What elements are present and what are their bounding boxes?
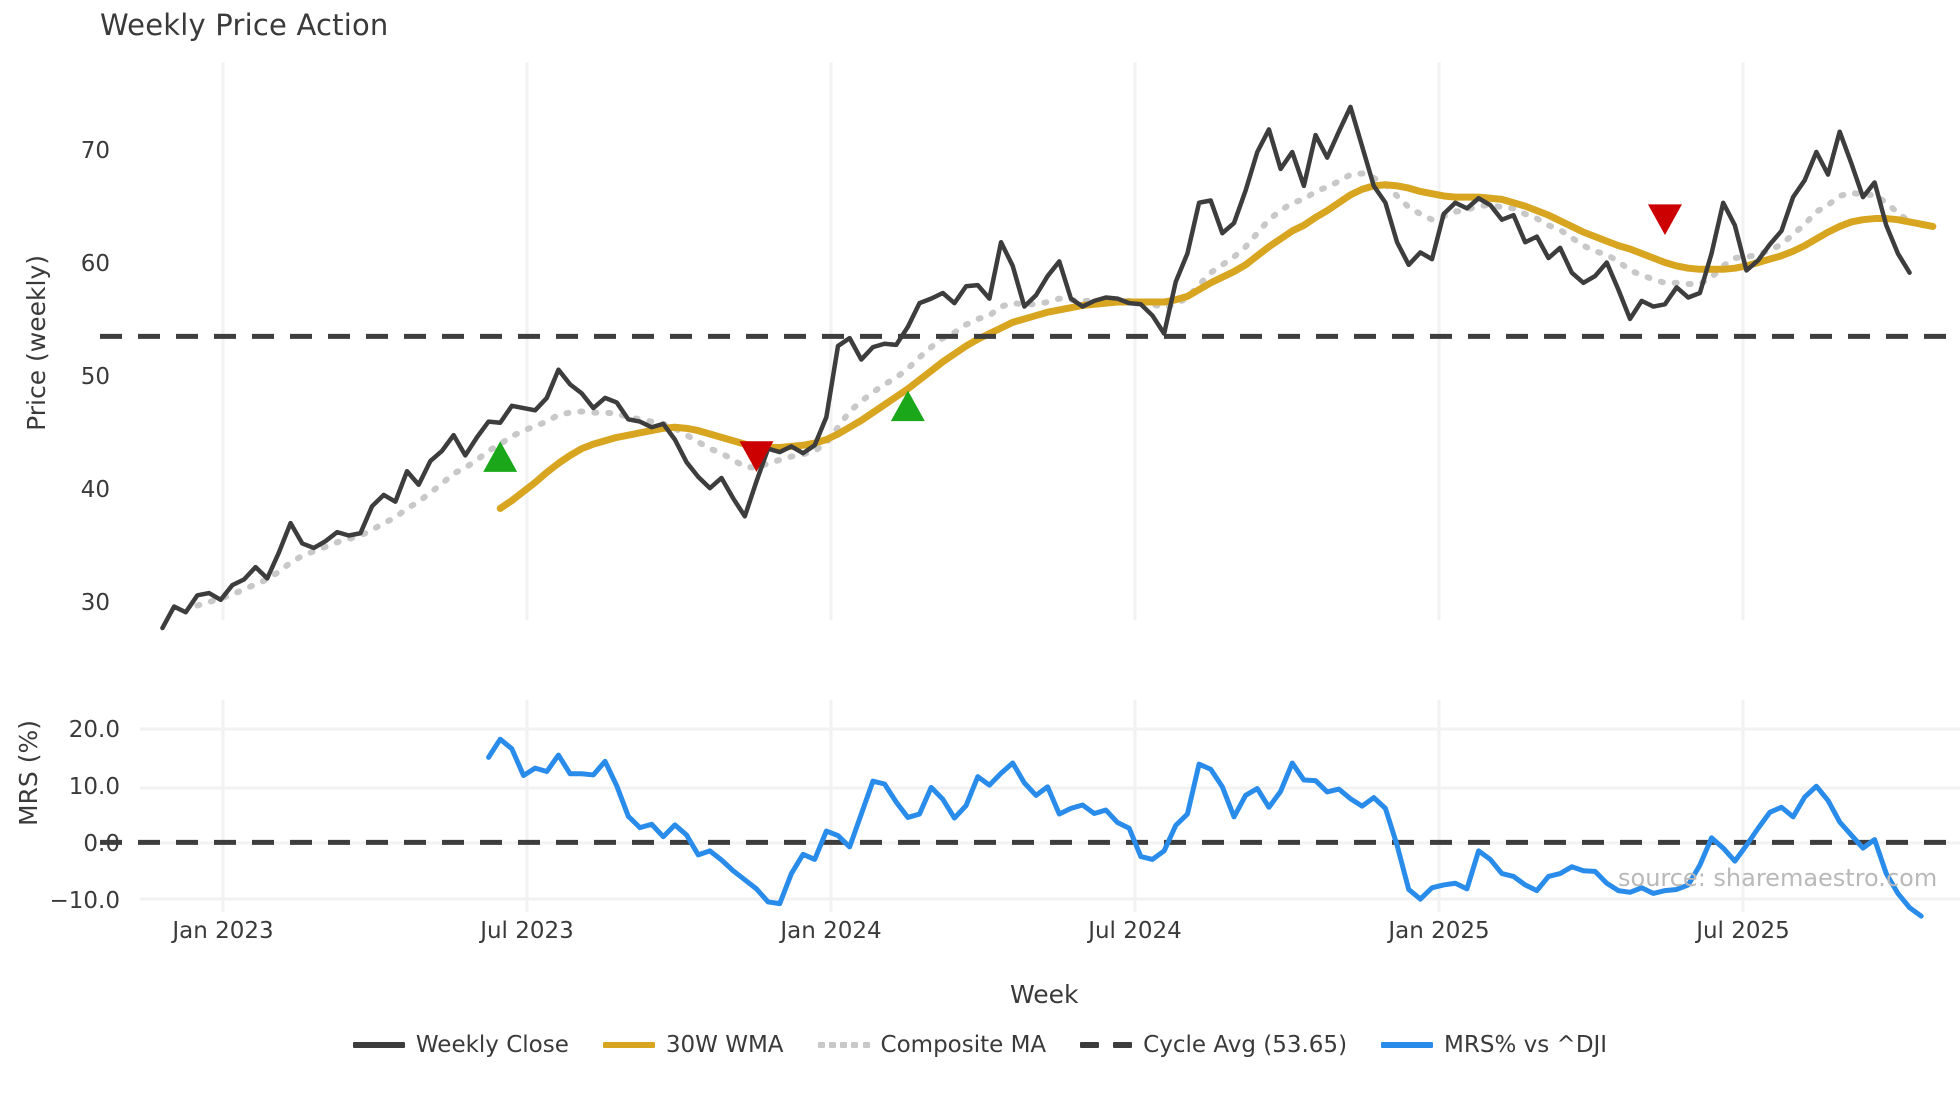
legend-label-cycle-avg: Cycle Avg (53.65) — [1143, 1032, 1348, 1058]
price-ytick-40: 40 — [80, 477, 110, 503]
xtick-jan-2024: Jan 2024 — [780, 918, 882, 944]
gridlines — [140, 62, 1960, 912]
xtick-jan-2025: Jan 2025 — [1388, 918, 1490, 944]
chart-legend: Weekly Close 30W WMA Composite MA Cycle … — [0, 1032, 1960, 1058]
legend-label-composite-ma: Composite MA — [880, 1032, 1047, 1058]
price-ytick-30: 30 — [80, 590, 110, 616]
source-watermark: source: sharemaestro.com — [1618, 864, 1938, 892]
xtick-jul-2024: Jul 2024 — [1088, 918, 1182, 944]
xtick-jul-2023: Jul 2023 — [480, 918, 574, 944]
legend-swatch-cycle-avg — [1080, 1042, 1133, 1048]
legend-label-30w-wma: 30W WMA — [665, 1032, 784, 1058]
legend-item-cycle-avg[interactable]: Cycle Avg (53.65) — [1080, 1032, 1347, 1058]
signal-markers — [483, 204, 1682, 472]
legend-swatch-composite-ma — [817, 1042, 870, 1048]
mrs-ytick-neg10: −10.0 — [49, 888, 120, 914]
mrs-ytick-10: 10.0 — [68, 774, 120, 800]
legend-swatch-mrs — [1381, 1042, 1434, 1048]
legend-item-composite-ma[interactable]: Composite MA — [817, 1032, 1047, 1058]
mrs-ytick-20: 20.0 — [68, 717, 120, 743]
chart-title: Weekly Price Action — [100, 8, 389, 42]
legend-swatch-30w-wma — [602, 1042, 655, 1048]
legend-item-30w-wma[interactable]: 30W WMA — [602, 1032, 784, 1058]
xtick-jul-2025: Jul 2025 — [1696, 918, 1790, 944]
legend-item-mrs[interactable]: MRS% vs ^DJI — [1381, 1032, 1607, 1058]
price-ytick-50: 50 — [80, 364, 110, 390]
legend-swatch-weekly-close — [352, 1042, 405, 1048]
x-axis-label: Week — [1010, 980, 1079, 1009]
mrs-panel-lines — [100, 736, 1960, 919]
legend-item-weekly-close[interactable]: Weekly Close — [352, 1032, 569, 1058]
price-ytick-60: 60 — [80, 251, 110, 277]
price-ytick-70: 70 — [80, 138, 110, 164]
legend-label-mrs: MRS% vs ^DJI — [1444, 1032, 1608, 1058]
price-panel-lines — [100, 104, 1960, 631]
xtick-jan-2023: Jan 2023 — [172, 918, 274, 944]
legend-label-weekly-close: Weekly Close — [415, 1032, 569, 1058]
